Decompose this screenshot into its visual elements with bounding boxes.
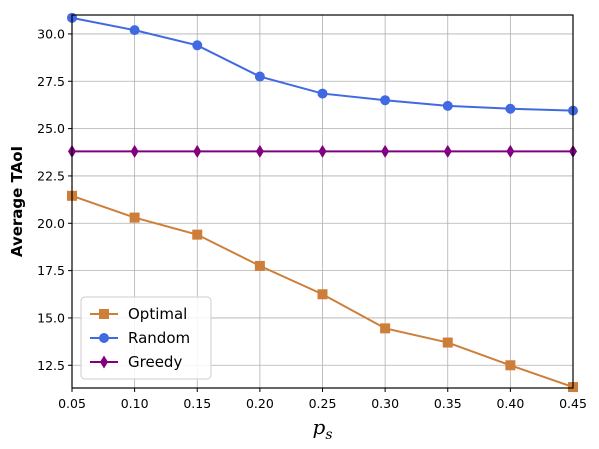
x-tick-label: 0.10 xyxy=(121,396,149,411)
data-point-random xyxy=(442,100,453,111)
legend-label-optimal: Optimal xyxy=(128,305,187,323)
y-tick-label: 25.0 xyxy=(37,121,65,136)
data-point-greedy xyxy=(130,144,139,158)
data-point-greedy xyxy=(443,144,452,158)
data-point-random xyxy=(254,71,265,82)
data-point-random xyxy=(129,25,140,36)
data-point-greedy xyxy=(193,144,202,158)
x-tick-label: 0.25 xyxy=(309,396,337,411)
legend-label-random: Random xyxy=(128,329,190,347)
legend: Optimal Random Greedy xyxy=(80,296,212,380)
data-point-random xyxy=(192,40,203,51)
legend-box xyxy=(80,296,212,380)
data-point-optimal xyxy=(254,260,265,271)
series-greedy xyxy=(68,144,577,158)
x-tick-label: 0.15 xyxy=(183,396,211,411)
x-tick-label: 0.40 xyxy=(496,396,524,411)
legend-marker-greedy xyxy=(100,355,108,369)
y-tick-label: 22.5 xyxy=(37,168,65,183)
x-tick-label: 0.45 xyxy=(559,396,587,411)
data-point-optimal xyxy=(317,289,328,300)
data-point-random xyxy=(505,103,516,114)
data-point-random xyxy=(380,95,391,106)
x-axis-label-subscript: s xyxy=(325,427,332,443)
y-tick-label: 17.5 xyxy=(37,263,65,278)
x-tick-label: 0.20 xyxy=(246,396,274,411)
data-point-greedy xyxy=(381,144,390,158)
x-tick-label: 0.35 xyxy=(434,396,462,411)
plot-frame xyxy=(71,14,574,389)
x-tick-label: 0.30 xyxy=(371,396,399,411)
y-tick-label: 12.5 xyxy=(37,358,65,373)
x-axis-label: ps xyxy=(313,415,333,443)
data-point-optimal xyxy=(129,212,140,223)
data-point-optimal xyxy=(442,337,453,348)
y-tick-label: 15.0 xyxy=(37,310,65,325)
y-axis-label: Average TAoI xyxy=(8,146,26,257)
data-point-optimal xyxy=(505,360,516,371)
series-random xyxy=(67,12,578,116)
x-axis-label-main: p xyxy=(313,415,326,439)
legend-marker-random xyxy=(99,333,109,343)
y-tick-label: 20.0 xyxy=(37,216,65,231)
legend-label-greedy: Greedy xyxy=(128,353,182,371)
data-point-optimal xyxy=(192,229,203,240)
x-tick-label: 0.05 xyxy=(58,396,86,411)
data-point-greedy xyxy=(255,144,264,158)
y-tick-label: 30.0 xyxy=(37,26,65,41)
legend-marker-optimal xyxy=(99,309,109,319)
y-axis-ticks: 12.5 15.0 17.5 20.0 22.5 25.0 27.5 30.0 xyxy=(37,26,72,373)
data-point-optimal xyxy=(380,323,391,334)
y-tick-label: 27.5 xyxy=(37,74,65,89)
data-point-greedy xyxy=(318,144,327,158)
data-point-random xyxy=(317,88,328,99)
data-point-greedy xyxy=(506,144,515,158)
x-axis-ticks: 0.05 0.10 0.15 0.20 0.25 0.30 0.35 0.40 0.45 xyxy=(58,388,587,411)
